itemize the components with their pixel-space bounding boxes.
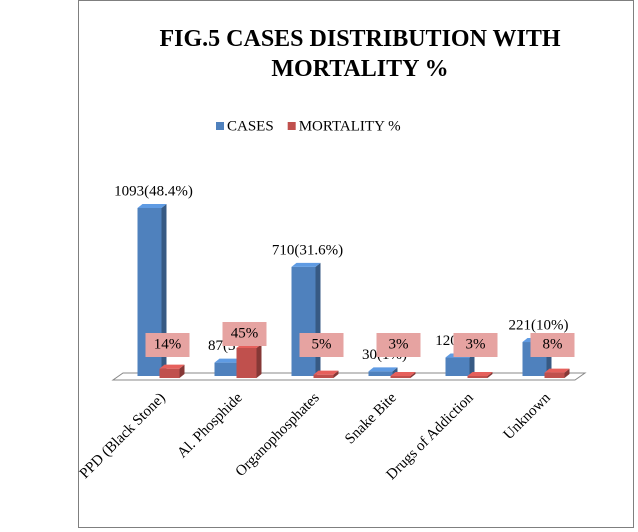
bar-side bbox=[564, 368, 570, 378]
data-label-box bbox=[530, 333, 575, 357]
legend-swatch bbox=[216, 122, 224, 130]
bar bbox=[291, 266, 316, 376]
bar-top bbox=[390, 372, 416, 376]
bar-side bbox=[410, 372, 416, 378]
x-tick-label: Unknown bbox=[501, 390, 555, 444]
data-label-box bbox=[222, 322, 267, 346]
data-label-box bbox=[376, 333, 421, 357]
legend-swatch bbox=[287, 122, 296, 130]
data-label: 221(10%) bbox=[509, 317, 569, 333]
bar-top bbox=[368, 367, 398, 372]
x-tick-label: Al. Phosphide bbox=[174, 390, 246, 462]
bar-side bbox=[315, 262, 321, 376]
data-label: 8% bbox=[543, 336, 563, 352]
x-tick-label: PPD (Black Stone) bbox=[77, 390, 169, 482]
x-tick-label: Organophosphates bbox=[233, 390, 323, 480]
bar-top bbox=[159, 364, 185, 369]
data-label-box bbox=[299, 333, 344, 357]
data-label-box bbox=[145, 333, 190, 357]
bar-side bbox=[179, 364, 185, 378]
legend-label: CASES bbox=[227, 118, 274, 134]
bar bbox=[236, 348, 257, 378]
data-label: 14% bbox=[154, 336, 182, 352]
x-tick-label: Snake Bite bbox=[342, 390, 400, 448]
data-label: 1093(48.4%) bbox=[114, 183, 193, 199]
data-label: 3% bbox=[389, 336, 409, 352]
bar-side bbox=[469, 353, 475, 376]
bar bbox=[313, 374, 334, 378]
bar-side bbox=[256, 344, 262, 378]
chart-frame bbox=[78, 0, 634, 528]
bar bbox=[368, 371, 393, 376]
legend-label: MORTALITY % bbox=[299, 118, 401, 134]
data-label: 5% bbox=[312, 336, 332, 352]
bar bbox=[159, 368, 180, 378]
bar bbox=[390, 376, 411, 378]
bar-side bbox=[333, 370, 339, 378]
data-label-box bbox=[453, 333, 498, 357]
data-label: 710(31.6%) bbox=[272, 242, 343, 258]
bar-side bbox=[487, 372, 493, 378]
bar bbox=[467, 376, 488, 378]
data-label: 3% bbox=[466, 336, 486, 352]
x-tick-label: Drugs of Addiction bbox=[384, 390, 478, 484]
data-label: 45% bbox=[231, 325, 259, 341]
bar-top bbox=[137, 204, 167, 208]
bar-top bbox=[291, 262, 321, 267]
bar bbox=[544, 372, 565, 378]
bar-top bbox=[467, 372, 493, 376]
bar bbox=[445, 357, 470, 376]
bar-top bbox=[544, 368, 570, 373]
bar-top bbox=[313, 370, 339, 375]
chart-title: FIG.5 CASES DISTRIBUTION WITH MORTALITY … bbox=[159, 26, 561, 82]
bar-top bbox=[214, 358, 244, 363]
bar bbox=[214, 362, 239, 376]
